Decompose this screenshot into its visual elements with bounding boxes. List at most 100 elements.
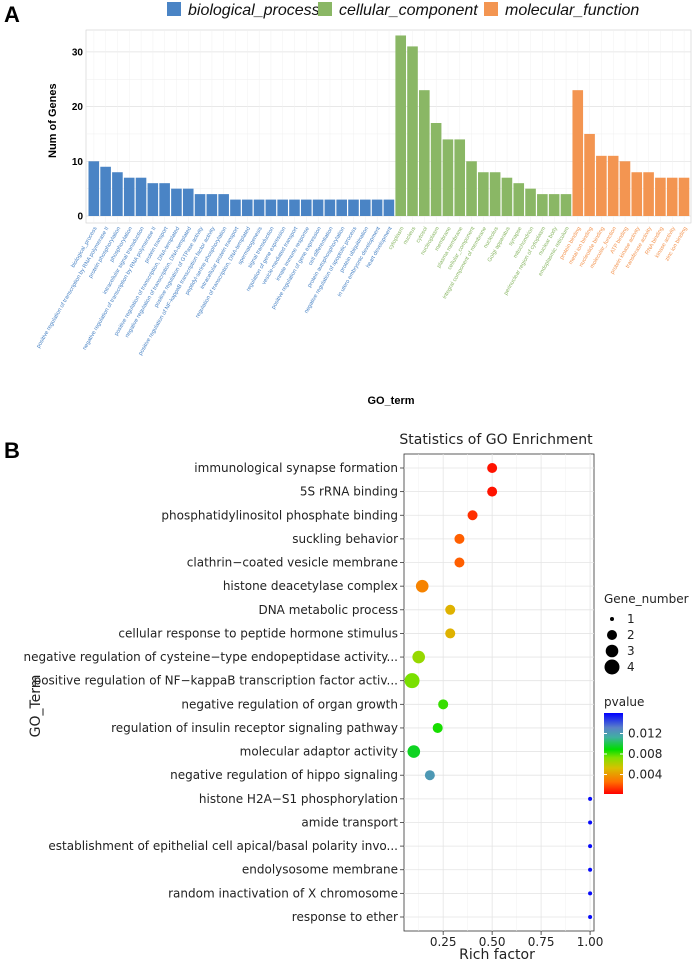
point bbox=[454, 533, 465, 544]
y-tick-label: negative regulation of cysteine−type end… bbox=[24, 650, 398, 664]
bar-biological_process bbox=[135, 177, 147, 216]
bar-molecular_function bbox=[572, 90, 584, 216]
point bbox=[407, 745, 421, 758]
point bbox=[588, 796, 593, 801]
panel-b-y-axis-title: GO_Term bbox=[28, 675, 44, 738]
bar-biological_process bbox=[194, 194, 206, 216]
bar-biological_process bbox=[100, 166, 111, 216]
bar-biological_process bbox=[88, 161, 100, 216]
bar-cellular_component bbox=[454, 139, 466, 216]
y-tick-label: 30 bbox=[72, 47, 84, 58]
size-legend-dot bbox=[607, 630, 617, 640]
bar-cellular_component bbox=[525, 188, 536, 216]
size-legend-label: 2 bbox=[627, 628, 635, 642]
bar-biological_process bbox=[241, 199, 253, 216]
x-tick-label: 0.25 bbox=[430, 935, 457, 949]
bar-biological_process bbox=[253, 199, 265, 216]
point bbox=[487, 463, 498, 473]
y-tick-label: negative regulation of organ growth bbox=[181, 697, 398, 711]
y-tick-label: response to ether bbox=[292, 910, 398, 924]
bar-biological_process bbox=[112, 172, 123, 216]
legend-swatch-molecular_function bbox=[484, 2, 498, 16]
bar-biological_process bbox=[230, 199, 241, 216]
point bbox=[588, 820, 593, 825]
panel-b-x-axis-title: Rich factor bbox=[459, 947, 535, 963]
bar-biological_process bbox=[371, 199, 383, 216]
bar-biological_process bbox=[265, 199, 277, 216]
bar-biological_process bbox=[383, 199, 395, 216]
point bbox=[445, 628, 456, 639]
bar-cellular_component bbox=[560, 194, 572, 216]
bar-cellular_component bbox=[407, 46, 418, 216]
size-legend: 1 2 3 4 bbox=[604, 612, 635, 675]
panel-b-y-tick-labels: immunological synapse formation 5S rRNA b… bbox=[24, 461, 404, 924]
panel-a-legend: biological_process cellular_component mole… bbox=[167, 2, 639, 19]
color-legend-ticks: 0.012 0.008 0.004 bbox=[604, 727, 662, 782]
size-legend-label: 3 bbox=[627, 644, 635, 658]
bar-biological_process bbox=[336, 199, 347, 216]
legend-swatch-biological_process bbox=[167, 2, 181, 16]
y-tick-label: clathrin−coated vesicle membrane bbox=[187, 556, 398, 570]
panel-a-y-ticks: 0 10 20 30 bbox=[72, 47, 84, 222]
bar-molecular_function bbox=[619, 161, 631, 216]
legend-label-molecular_function: molecular_function bbox=[505, 2, 639, 19]
bar-molecular_function bbox=[666, 177, 678, 216]
panel-a-x-axis-title: GO_term bbox=[367, 395, 414, 407]
point bbox=[454, 557, 465, 568]
y-tick-label: 0 bbox=[77, 212, 83, 223]
x-tick-label: 0.50 bbox=[479, 935, 506, 949]
bar-cellular_component bbox=[478, 172, 489, 216]
size-legend-title: Gene_number bbox=[604, 592, 689, 606]
point bbox=[424, 770, 435, 781]
point bbox=[404, 673, 420, 689]
bar-cellular_component bbox=[442, 139, 454, 216]
y-tick-label: amide transport bbox=[301, 815, 398, 829]
panel-a-bars bbox=[88, 35, 690, 217]
x-tick-label: positive regulation of transcription by … bbox=[36, 226, 111, 350]
bar-biological_process bbox=[206, 194, 218, 216]
bar-cellular_component bbox=[501, 177, 513, 216]
panel-a-y-axis-title: Num of Genes bbox=[47, 83, 59, 158]
point bbox=[415, 579, 429, 593]
y-tick-label: DNA metabolic process bbox=[258, 603, 398, 617]
y-tick-label: 5S rRNA binding bbox=[300, 485, 398, 499]
bar-molecular_function bbox=[596, 155, 607, 216]
bar-biological_process bbox=[171, 188, 182, 216]
y-tick-label: 10 bbox=[72, 157, 84, 168]
bar-biological_process bbox=[312, 199, 324, 216]
color-legend-label: 0.004 bbox=[628, 768, 662, 782]
bar-cellular_component bbox=[430, 123, 442, 216]
y-tick-label: positive regulation of NF−kappaB transcr… bbox=[34, 674, 398, 688]
bar-biological_process bbox=[159, 183, 170, 216]
panel-a-letter: A bbox=[4, 2, 20, 27]
bar-biological_process bbox=[123, 177, 135, 216]
bar-biological_process bbox=[289, 199, 300, 216]
bar-molecular_function bbox=[607, 155, 619, 216]
bar-biological_process bbox=[277, 199, 288, 216]
bar-molecular_function bbox=[631, 172, 643, 216]
y-tick-label: histone deacetylase complex bbox=[223, 579, 398, 593]
bar-biological_process bbox=[348, 199, 359, 216]
y-tick-label: random inactivation of X chromosome bbox=[168, 886, 398, 900]
color-legend-bar bbox=[604, 713, 623, 794]
x-tick-label: 1.00 bbox=[577, 935, 604, 949]
point bbox=[412, 650, 425, 664]
bar-biological_process bbox=[300, 199, 312, 216]
point bbox=[588, 891, 593, 896]
size-legend-label: 4 bbox=[627, 660, 635, 674]
legend-swatch-cellular_component bbox=[318, 2, 332, 16]
panel-b-gridlines bbox=[404, 454, 594, 931]
color-legend-title: pvalue bbox=[604, 695, 644, 709]
y-tick-label: molecular adaptor activity bbox=[240, 745, 398, 759]
point bbox=[588, 844, 593, 849]
y-tick-label: regulation of insulin receptor signaling… bbox=[111, 721, 398, 735]
size-legend-dot bbox=[605, 644, 619, 658]
bar-cellular_component bbox=[466, 161, 477, 216]
bar-molecular_function bbox=[678, 177, 690, 216]
bar-biological_process bbox=[218, 194, 229, 216]
bar-cellular_component bbox=[489, 172, 501, 216]
panel-b-x-ticks: 0.25 0.50 0.75 1.00 bbox=[430, 931, 604, 949]
y-tick-label: histone H2A−S1 phosphorylation bbox=[199, 792, 398, 806]
bar-biological_process bbox=[182, 188, 194, 216]
